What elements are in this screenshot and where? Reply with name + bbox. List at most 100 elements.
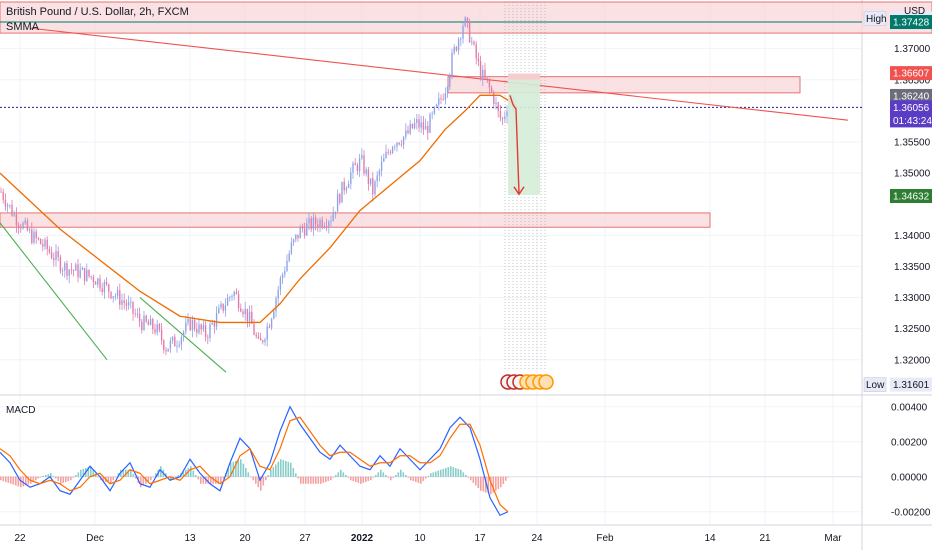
red-price-label: 1.36607 bbox=[893, 69, 930, 80]
candle-body bbox=[286, 260, 288, 272]
macd-histogram-bar bbox=[487, 476, 490, 494]
candle-body bbox=[127, 302, 130, 306]
candle-body bbox=[295, 234, 297, 240]
macd-histogram-bar bbox=[282, 460, 285, 477]
candle-body bbox=[83, 267, 86, 281]
macd-histogram-bar bbox=[347, 476, 350, 478]
macd-histogram-bar bbox=[430, 473, 432, 477]
macd-histogram-bar bbox=[140, 476, 142, 488]
candle-body bbox=[33, 231, 35, 243]
candle-body bbox=[328, 221, 330, 227]
candle-body bbox=[147, 321, 150, 326]
green-price-label: 1.34632 bbox=[893, 192, 930, 203]
candle-body bbox=[409, 123, 411, 134]
candle-body bbox=[453, 46, 455, 53]
candle-body bbox=[380, 161, 383, 171]
candle-body bbox=[114, 295, 117, 297]
low-label-box bbox=[863, 377, 887, 392]
time-tick-label: Feb bbox=[596, 533, 614, 544]
candle-body bbox=[343, 181, 345, 191]
candle-body bbox=[488, 80, 491, 88]
macd-histogram-bar bbox=[465, 475, 467, 477]
low-value: 1.31601 bbox=[893, 380, 930, 391]
candle-body bbox=[251, 311, 253, 324]
candle-body bbox=[497, 102, 499, 112]
macd-histogram-bar bbox=[7, 476, 10, 483]
price-tick-label: 1.36500 bbox=[894, 75, 931, 86]
macd-histogram-bar bbox=[210, 476, 212, 484]
macd-histogram-bar bbox=[332, 476, 335, 478]
indicator-label[interactable]: SMMA bbox=[6, 21, 39, 33]
macd-histogram-bar bbox=[367, 476, 370, 482]
candle-body bbox=[468, 21, 471, 43]
candle-body bbox=[235, 292, 238, 295]
candle-body bbox=[79, 269, 81, 278]
candle-body bbox=[284, 271, 286, 275]
candle-body bbox=[110, 291, 112, 299]
candle-body bbox=[471, 41, 473, 43]
candle-body bbox=[224, 305, 227, 311]
time-tick-label: 27 bbox=[299, 533, 311, 544]
macd-histogram-bar bbox=[435, 471, 437, 477]
macd-histogram-bar bbox=[37, 476, 40, 479]
candle-body bbox=[53, 258, 55, 261]
candle-body bbox=[207, 337, 209, 339]
macd-histogram-bar bbox=[237, 460, 240, 477]
macd-histogram-bar bbox=[297, 476, 300, 479]
macd-histogram-bar bbox=[200, 476, 202, 484]
candle-body bbox=[6, 204, 9, 207]
green-price-tag bbox=[890, 189, 932, 204]
time-tick-label: 21 bbox=[759, 533, 771, 544]
macd-histogram-bar bbox=[395, 475, 397, 477]
axes: 1.37000 1.36500 1.35500 1.35000 1.34000 1.335… bbox=[14, 44, 930, 544]
zone-top-resistance bbox=[0, 1, 932, 34]
candle-body bbox=[88, 269, 90, 277]
macd-tick-label: -0.00200 bbox=[891, 507, 931, 518]
macd-histogram-bar bbox=[130, 469, 132, 477]
candle-body bbox=[185, 322, 187, 332]
candle-body bbox=[288, 253, 290, 261]
candle-body bbox=[389, 152, 392, 154]
candle-body bbox=[77, 264, 79, 278]
candle-body bbox=[424, 125, 427, 130]
candle-body bbox=[39, 239, 42, 245]
candle-body bbox=[11, 204, 13, 216]
macd-histogram-bar bbox=[160, 466, 162, 477]
candle-body bbox=[314, 217, 317, 225]
macd-histogram-bar bbox=[365, 476, 367, 482]
macd-histogram-bar bbox=[480, 476, 482, 491]
candle-body bbox=[378, 170, 381, 176]
candle-body bbox=[22, 223, 24, 229]
macd-histogram-bar bbox=[102, 476, 105, 482]
macd-histogram-bar bbox=[330, 476, 332, 481]
price-tick-label: 1.32500 bbox=[894, 324, 931, 335]
macd-histogram-bar bbox=[415, 476, 417, 482]
candle-body bbox=[365, 169, 367, 174]
macd-label[interactable]: MACD bbox=[6, 405, 36, 416]
candle-body bbox=[396, 142, 398, 147]
candle-body bbox=[105, 281, 108, 285]
candle-body bbox=[134, 313, 136, 315]
candle-body bbox=[308, 218, 310, 224]
candle-body bbox=[240, 308, 242, 312]
candle-body bbox=[2, 191, 4, 200]
candle-body bbox=[215, 313, 218, 327]
candle-body bbox=[233, 292, 235, 296]
macd-histogram-bar bbox=[320, 476, 322, 484]
macd-histogram-bar bbox=[427, 475, 430, 477]
candle-body bbox=[464, 17, 466, 27]
trendline-green-channel-1 bbox=[0, 222, 108, 361]
macd-histogram-bar bbox=[400, 469, 402, 477]
macd-histogram-bar bbox=[345, 475, 347, 477]
macd-histogram-bar bbox=[220, 476, 222, 484]
macd-histogram-bar bbox=[0, 476, 2, 481]
time-tick-label: 10 bbox=[414, 533, 426, 544]
macd-histogram-bar bbox=[185, 469, 187, 477]
candle-body bbox=[81, 267, 84, 270]
smma-line bbox=[0, 94, 516, 324]
candle-body bbox=[429, 114, 431, 133]
macd-histogram-bar bbox=[182, 471, 185, 477]
candle-body bbox=[352, 163, 354, 173]
